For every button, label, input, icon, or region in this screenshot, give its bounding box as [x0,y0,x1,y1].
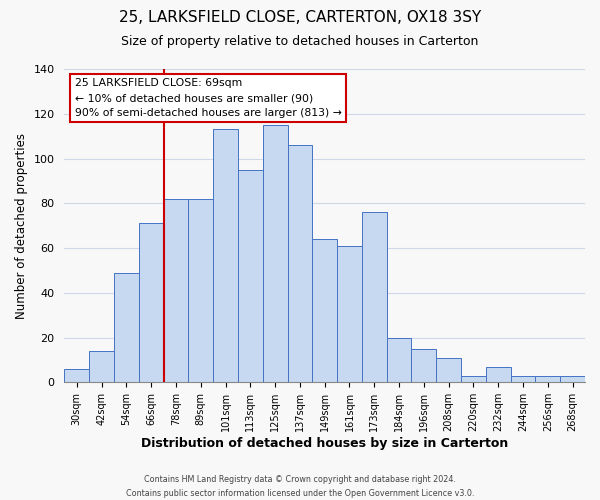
Bar [139,224,164,382]
X-axis label: Distribution of detached houses by size in Carterton: Distribution of detached houses by size … [141,437,508,450]
Y-axis label: Number of detached properties: Number of detached properties [15,132,28,318]
Bar [313,239,337,382]
Text: 25 LARKSFIELD CLOSE: 69sqm
← 10% of detached houses are smaller (90)
90% of semi: 25 LARKSFIELD CLOSE: 69sqm ← 10% of deta… [75,78,341,118]
Bar [362,212,386,382]
Bar [114,272,139,382]
Bar [560,376,585,382]
Bar [486,366,511,382]
Bar [535,376,560,382]
Text: Contains HM Land Registry data © Crown copyright and database right 2024.
Contai: Contains HM Land Registry data © Crown c… [126,476,474,498]
Bar [213,130,238,382]
Bar [436,358,461,382]
Bar [89,351,114,382]
Bar [287,145,313,382]
Bar [263,125,287,382]
Bar [461,376,486,382]
Text: Size of property relative to detached houses in Carterton: Size of property relative to detached ho… [121,35,479,48]
Bar [412,349,436,382]
Bar [164,199,188,382]
Bar [238,170,263,382]
Bar [64,369,89,382]
Bar [188,199,213,382]
Bar [511,376,535,382]
Bar [337,246,362,382]
Bar [386,338,412,382]
Text: 25, LARKSFIELD CLOSE, CARTERTON, OX18 3SY: 25, LARKSFIELD CLOSE, CARTERTON, OX18 3S… [119,10,481,25]
